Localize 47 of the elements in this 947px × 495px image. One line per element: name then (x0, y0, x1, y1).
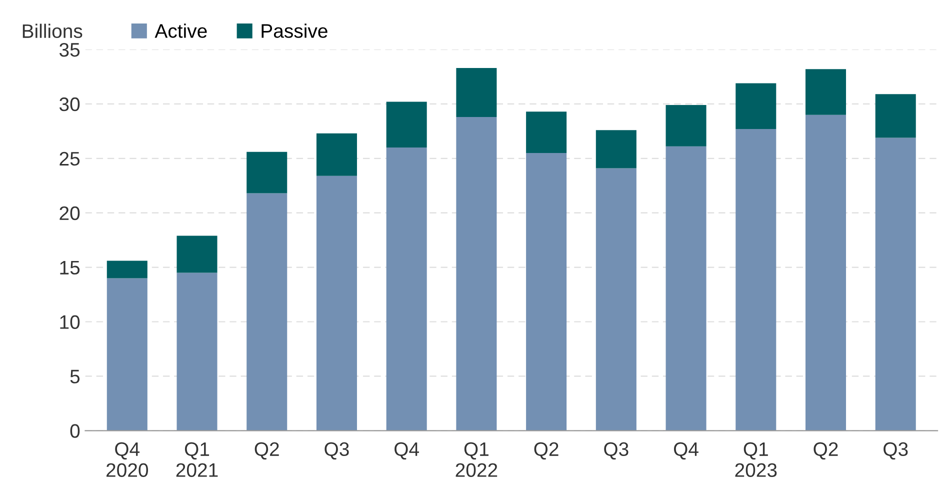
bar (805, 69, 846, 115)
bar (176, 236, 218, 273)
bar (246, 193, 288, 431)
bar (246, 152, 288, 194)
y-tick-label: 20 (60, 206, 80, 220)
bar (805, 114, 846, 431)
x-tick-label: Q2 (254, 442, 279, 460)
bar (875, 138, 916, 431)
legend-label: Active (154, 24, 207, 38)
bar (666, 105, 706, 146)
bar (875, 94, 916, 138)
y-tick-label: 25 (60, 152, 80, 166)
bar (526, 112, 567, 153)
bar (316, 176, 357, 431)
x-tick-label: Q4 2020 (106, 442, 148, 477)
bar (596, 168, 636, 431)
bar (386, 102, 427, 148)
bar (106, 278, 148, 431)
x-tick-label: Q3 (604, 442, 628, 460)
x-tick-label: Q1 2021 (176, 442, 218, 477)
x-tick-label: Q4 (674, 442, 698, 460)
x-tick-label: Q2 (814, 442, 838, 460)
x-tick-label: Q1 2022 (456, 442, 498, 477)
bar (666, 146, 706, 431)
y-axis-title: Billions (22, 24, 82, 38)
bar (736, 128, 776, 431)
y-tick-label: 5 (70, 370, 80, 384)
x-tick-label: Q4 (394, 442, 419, 460)
x-tick-label: Q3 (884, 442, 908, 460)
bar (736, 83, 776, 129)
y-tick-label: 30 (59, 97, 80, 112)
bar (316, 133, 357, 176)
y-tick-label: 35 (59, 42, 80, 57)
y-tick-label: 15 (60, 260, 80, 275)
y-tick-label: 0 (70, 424, 80, 438)
bar (176, 272, 218, 431)
bar (456, 68, 497, 118)
bar (596, 130, 636, 168)
legend-label: Passive (262, 24, 328, 38)
y-tick-label: 10 (60, 315, 80, 329)
bar (106, 260, 148, 278)
bar (456, 117, 497, 431)
x-tick-label: Q1 2023 (735, 442, 777, 477)
x-tick-label: Q3 (324, 442, 349, 460)
bar (526, 152, 567, 431)
bar (386, 148, 427, 431)
x-tick-label: Q2 (534, 442, 558, 460)
